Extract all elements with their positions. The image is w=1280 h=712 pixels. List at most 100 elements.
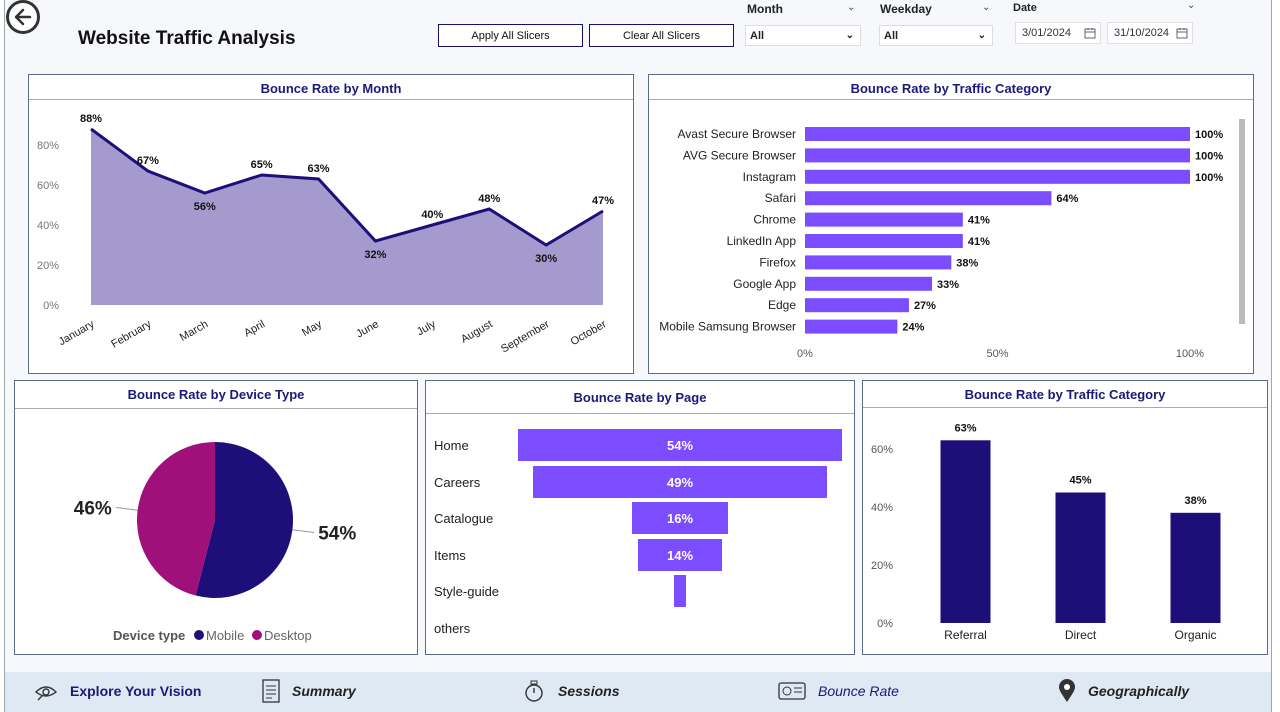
category-label: Safari <box>765 191 796 205</box>
data-label: 63% <box>308 163 330 175</box>
series-line <box>90 127 604 247</box>
nav-sessions[interactable]: Sessions <box>522 672 619 710</box>
bounce-by-device-panel: Bounce Rate by Device Type 54% 46% Device … <box>14 380 418 655</box>
bounce-by-page-title: Bounce Rate by Page <box>573 390 707 405</box>
data-label: 41% <box>968 236 990 248</box>
legend-label: Desktop <box>264 628 312 643</box>
data-label: 14% <box>667 548 693 563</box>
data-label: 30% <box>535 253 557 265</box>
funnel-bar <box>632 502 728 534</box>
date-start-value: 3/01/2024 <box>1022 27 1071 39</box>
data-label: 27% <box>914 300 936 312</box>
data-label: 41% <box>968 215 990 227</box>
pie-slice-mobile <box>195 442 294 598</box>
weekday-dropdown[interactable]: All ⌄ <box>879 25 993 46</box>
x-tick-label: 0% <box>797 348 813 360</box>
nav-bounce-rate[interactable]: Bounce Rate <box>778 672 899 710</box>
page-title: Website Traffic Analysis <box>78 28 296 49</box>
category-label: Instagram <box>743 170 796 184</box>
x-tick-label: June <box>354 318 381 340</box>
weekday-filter-label: Weekday <box>880 2 932 16</box>
y-tick-label: 80% <box>37 140 59 152</box>
date-start-input[interactable]: 3/01/2024 <box>1015 22 1101 44</box>
divider <box>29 99 633 100</box>
date-end-input[interactable]: 31/10/2024 <box>1107 22 1193 44</box>
nav-geographically[interactable]: Geographically <box>1058 672 1189 710</box>
chevron-down-icon[interactable]: ⌄ <box>1187 0 1196 11</box>
data-label: 100% <box>1195 150 1223 162</box>
clear-all-slicers-button[interactable]: Clear All Slicers <box>589 24 734 47</box>
data-label: 64% <box>1056 193 1078 205</box>
chevron-down-icon: ⌄ <box>977 30 986 41</box>
data-label: 45% <box>1069 475 1091 487</box>
data-label: 54% <box>667 438 693 453</box>
x-tick-label: October <box>569 318 609 348</box>
data-label: 88% <box>80 113 102 125</box>
nav-explore[interactable]: Explore Your Vision <box>34 672 201 710</box>
data-label: 63% <box>954 422 976 434</box>
bounce-by-page-chart: Home 54% Careers 49% Catalogue 16% Items 14% Sty… <box>434 429 842 636</box>
leader-line <box>115 506 138 511</box>
weekday-dropdown-value: All <box>884 29 899 42</box>
nav-summary[interactable]: Summary <box>262 672 356 710</box>
y-tick-label: 40% <box>37 220 59 232</box>
month-filter-label: Month <box>747 2 783 16</box>
divider <box>649 99 1253 100</box>
funnel-bar <box>638 539 722 571</box>
bounce-by-traffic-category-panel: Bounce Rate by Traffic Category Avast Se… <box>648 74 1254 374</box>
data-label: 67% <box>137 155 159 167</box>
y-tick-label: 60% <box>871 444 893 456</box>
y-tick-label: 40% <box>871 502 893 514</box>
calendar-icon[interactable] <box>1084 27 1096 39</box>
bounce-by-page-panel: Bounce Rate by Page Home 54% Careers 49% Cat… <box>425 380 855 655</box>
document-list-icon <box>262 679 280 703</box>
x-tick-label: July <box>415 318 438 338</box>
stopwatch-icon <box>525 680 543 702</box>
data-label: 65% <box>251 159 273 171</box>
funnel-category-label: Home <box>434 438 469 453</box>
legend-marker <box>252 630 262 640</box>
bar <box>1170 512 1221 623</box>
data-label: 40% <box>421 209 443 221</box>
legend-title: Device type <box>113 628 185 643</box>
bar <box>805 276 933 291</box>
bounce-by-source-panel: Bounce Rate by Traffic Category 0% 20% 40%… <box>862 380 1268 655</box>
bar <box>805 298 909 313</box>
data-label: 38% <box>1184 495 1206 507</box>
vision-eye-icon <box>34 686 58 701</box>
category-label: Chrome <box>753 213 796 227</box>
chevron-down-icon[interactable]: ⌄ <box>982 2 991 13</box>
category-label: AVG Secure Browser <box>683 148 796 162</box>
leader-line <box>292 529 315 534</box>
category-label: Avast Secure Browser <box>678 127 797 141</box>
divider <box>426 413 854 414</box>
nav-explore-label: Explore Your Vision <box>70 683 202 699</box>
bounce-by-month-panel: Bounce Rate by Month 0% 20% 40% 60% 80% 88% Ja… <box>28 74 634 374</box>
pie-label: 54% <box>318 524 356 545</box>
month-dropdown[interactable]: All ⌄ <box>745 25 861 46</box>
x-tick-label: April <box>242 318 267 339</box>
x-tick-label: 50% <box>986 348 1008 360</box>
back-button[interactable] <box>6 0 40 34</box>
category-label: LinkedIn App <box>727 234 797 248</box>
pie-label: 46% <box>74 498 112 519</box>
bar <box>805 234 963 248</box>
bar <box>1055 492 1106 623</box>
bounce-rate-icon <box>778 682 806 700</box>
bounce-by-traffic-category-title: Bounce Rate by Traffic Category <box>850 81 1052 96</box>
data-label: 100% <box>1195 172 1223 184</box>
calendar-icon[interactable] <box>1176 27 1188 39</box>
date-end-value: 31/10/2024 <box>1114 27 1170 39</box>
arrow-left-icon <box>14 8 32 26</box>
nav-sessions-label: Sessions <box>558 683 620 699</box>
apply-all-slicers-button[interactable]: Apply All Slicers <box>438 24 583 47</box>
scrollbar[interactable] <box>1239 119 1245 324</box>
category-label: Firefox <box>759 255 796 269</box>
divider <box>863 407 1267 408</box>
x-tick-label: Organic <box>1174 628 1216 642</box>
data-label: 100% <box>1195 129 1223 141</box>
chevron-down-icon[interactable]: ⌄ <box>847 2 856 13</box>
y-tick-label: 20% <box>871 560 893 572</box>
chevron-down-icon: ⌄ <box>845 30 854 41</box>
nav-geographically-label: Geographically <box>1088 683 1190 699</box>
